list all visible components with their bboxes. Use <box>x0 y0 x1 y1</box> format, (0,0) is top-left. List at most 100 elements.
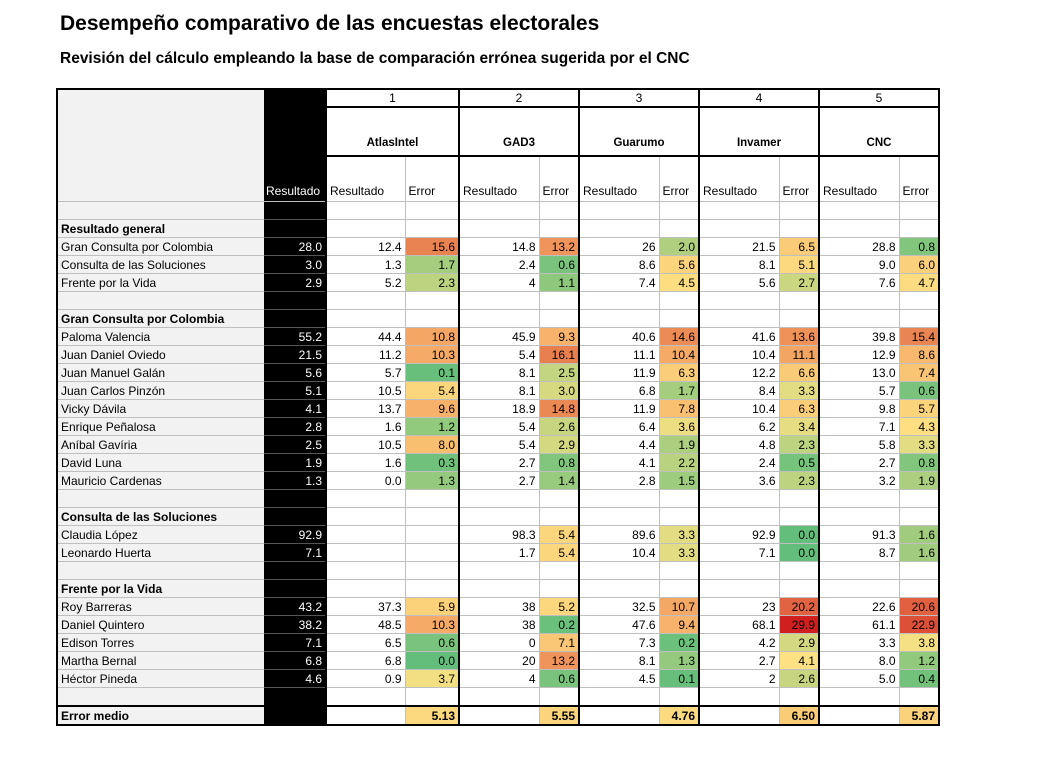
poll-result <box>325 687 406 707</box>
poll-result: 22.6 <box>818 597 900 616</box>
poll-error: 10.7 <box>658 597 700 616</box>
poll-result: 4.8 <box>698 435 780 454</box>
actual-result: 7.1 <box>264 543 326 562</box>
poll-result <box>325 525 406 544</box>
actual-result <box>264 309 326 328</box>
poll-result: 0.9 <box>325 669 406 688</box>
poll-result: 10.4 <box>578 543 660 562</box>
poll-error: 3.3 <box>898 435 940 454</box>
row-label: Frente por la Vida <box>57 273 264 292</box>
pollster-number: 4 <box>698 88 820 108</box>
poll-error <box>898 309 940 328</box>
poll-result <box>698 507 780 526</box>
poll-result: 5.2 <box>325 273 406 292</box>
poll-error <box>898 561 940 580</box>
section-label: Frente por la Vida <box>57 579 264 598</box>
poll-result <box>325 309 406 328</box>
poll-error <box>404 219 460 238</box>
poll-error: 0.1 <box>404 363 460 382</box>
table-row: Claudia López 92.9 98.3 5.4 89.6 3.3 92.9 0.0 91… <box>57 525 940 544</box>
row-label <box>57 489 264 508</box>
actual-result: 3.0 <box>264 255 326 274</box>
poll-result: 44.4 <box>325 327 406 346</box>
poll-error: 8.6 <box>898 345 940 364</box>
actual-result: 2.9 <box>264 273 326 292</box>
poll-error: 4.1 <box>778 651 820 670</box>
poll-result: 5.7 <box>818 381 900 400</box>
poll-error <box>404 579 460 598</box>
page-title: Desempeño comparativo de las encuestas e… <box>60 12 600 35</box>
poll-result <box>698 561 780 580</box>
section-row: Gran Consulta por Colombia <box>57 309 940 328</box>
poll-result: 11.1 <box>578 345 660 364</box>
poll-error <box>658 507 700 526</box>
blank-row <box>57 687 940 707</box>
row-label: Claudia López <box>57 525 264 544</box>
poll-result: 28.8 <box>818 237 900 256</box>
poll-result: 8.6 <box>578 255 660 274</box>
poll-error <box>778 219 820 238</box>
poll-error <box>404 309 460 328</box>
poll-result: 5.4 <box>458 345 540 364</box>
poll-error: 5.4 <box>538 525 580 544</box>
table-row: Consulta de las Soluciones 3.0 1.3 1.7 2.4 0.… <box>57 255 940 274</box>
poll-error <box>538 291 580 310</box>
poll-error: 15.4 <box>898 327 940 346</box>
table-row: Edison Torres 7.1 6.5 0.6 0 7.1 7.3 0.2 4.2 2.9 3.… <box>57 633 940 652</box>
poll-result: 2.7 <box>818 453 900 472</box>
poll-result <box>458 507 540 526</box>
poll-error: 1.6 <box>898 543 940 562</box>
poll-error: 0.6 <box>538 255 580 274</box>
poll-error: 4.3 <box>898 417 940 436</box>
poll-error <box>658 579 700 598</box>
poll-error: 0.2 <box>658 633 700 652</box>
poll-error: 1.6 <box>898 525 940 544</box>
poll-error <box>658 291 700 310</box>
poll-result: 0 <box>458 633 540 652</box>
actual-result <box>264 489 326 508</box>
poll-result <box>578 561 660 580</box>
poll-error: 20.2 <box>778 597 820 616</box>
poll-error: 1.7 <box>404 255 460 274</box>
poll-error <box>778 201 820 220</box>
poll-error <box>898 507 940 526</box>
page-subtitle: Revisión del cálculo empleando la base d… <box>60 50 690 67</box>
poll-error: 5.6 <box>658 255 700 274</box>
row-label: Gran Consulta por Colombia <box>57 237 264 256</box>
poll-error: 6.50 <box>778 705 820 726</box>
row-label: Enrique Peñalosa <box>57 417 264 436</box>
poll-result: 2.7 <box>458 453 540 472</box>
poll-error: 0.8 <box>538 453 580 472</box>
poll-error <box>778 561 820 580</box>
error-subheader: Error <box>404 155 460 202</box>
result-column-header: Resultado <box>264 89 326 202</box>
poll-error <box>898 201 940 220</box>
poll-result: 47.6 <box>578 615 660 634</box>
poll-error <box>538 561 580 580</box>
poll-error: 13.2 <box>538 651 580 670</box>
row-label: David Luna <box>57 453 264 472</box>
poll-result: 8.0 <box>818 651 900 670</box>
row-label: Juan Carlos Pinzón <box>57 381 264 400</box>
poll-error: 5.7 <box>898 399 940 418</box>
poll-result <box>698 201 780 220</box>
pollster-name: CNC <box>818 106 940 157</box>
blank-row <box>57 201 940 220</box>
poll-result: 11.9 <box>578 399 660 418</box>
poll-result: 41.6 <box>698 327 780 346</box>
poll-result: 5.4 <box>458 417 540 436</box>
poll-result <box>818 705 900 726</box>
poll-result: 8.1 <box>698 255 780 274</box>
poll-result <box>578 579 660 598</box>
poll-error <box>538 579 580 598</box>
actual-result <box>264 219 326 238</box>
poll-error: 2.9 <box>538 435 580 454</box>
actual-result <box>264 705 326 726</box>
error-subheader: Error <box>658 155 700 202</box>
poll-error <box>898 219 940 238</box>
poll-error <box>538 309 580 328</box>
table-row: Mauricio Cardenas 1.3 0.0 1.3 2.7 1.4 2.8 1.5 3.… <box>57 471 940 490</box>
result-subheader: Resultado <box>325 155 406 202</box>
table-row: David Luna 1.9 1.6 0.3 2.7 0.8 4.1 2.2 2.4 0.5 2.7… <box>57 453 940 472</box>
poll-error <box>898 489 940 508</box>
